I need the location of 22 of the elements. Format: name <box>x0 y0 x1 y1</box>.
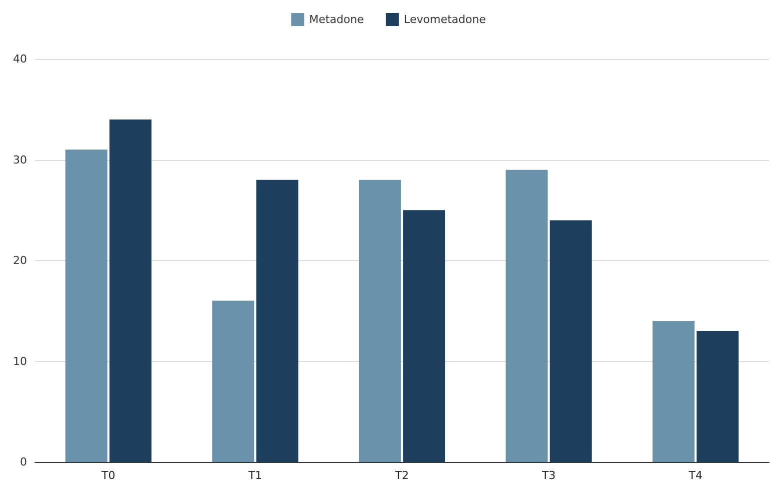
y-tick-label: 20 <box>13 254 27 267</box>
bar <box>506 170 548 462</box>
bar <box>550 220 592 462</box>
y-tick-label: 10 <box>13 354 27 368</box>
bar <box>696 331 739 462</box>
x-tick-label: T0 <box>100 469 116 482</box>
bar <box>65 150 108 462</box>
y-tick-label: 40 <box>13 52 27 66</box>
bar <box>403 210 446 462</box>
x-tick-label: T1 <box>247 469 262 482</box>
bar <box>256 180 298 462</box>
x-tick-label: T4 <box>688 469 702 482</box>
legend-label: Levometadone <box>404 13 486 26</box>
bar <box>652 320 695 462</box>
y-tick-label: 30 <box>13 153 27 166</box>
x-tick-label: T3 <box>540 469 556 482</box>
x-tick-label: T2 <box>394 469 409 482</box>
y-tick-label: 0 <box>20 456 27 468</box>
bar <box>358 180 401 462</box>
legend-label: Metadone <box>309 13 364 26</box>
bar <box>212 300 254 462</box>
bar <box>109 119 152 462</box>
